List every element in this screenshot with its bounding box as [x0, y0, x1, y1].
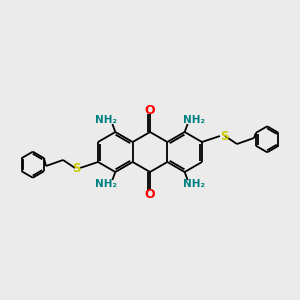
Text: NH₂: NH₂ — [183, 179, 205, 189]
Text: NH₂: NH₂ — [95, 115, 117, 125]
Text: O: O — [145, 188, 155, 200]
Text: O: O — [145, 103, 155, 116]
Text: S: S — [72, 161, 80, 175]
Text: NH₂: NH₂ — [95, 179, 117, 189]
Text: NH₂: NH₂ — [183, 115, 205, 125]
Text: S: S — [220, 130, 228, 142]
